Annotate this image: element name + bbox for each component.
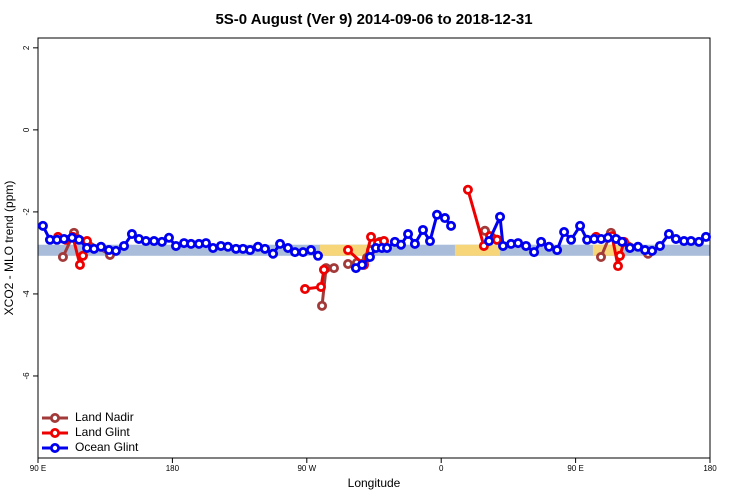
legend-marker [50,442,61,453]
data-point [140,236,151,247]
data-point [409,238,420,249]
chart-title: 5S-0 August (Ver 9) 2014-09-06 to 2018-1… [215,11,532,28]
data-point [259,243,270,254]
data-point [317,300,328,311]
data-point [37,220,48,231]
data-point [617,236,628,247]
legend-marker [50,427,61,438]
data-point [647,245,658,256]
data-point [544,241,555,252]
data-point [343,245,354,256]
data-point [58,233,69,244]
y-tick-label: -2 [22,208,31,216]
data-point [315,281,326,292]
legend-label: Land Glint [75,425,130,439]
data-point [74,259,85,270]
data-point [163,232,174,243]
data-point [559,227,570,238]
x-tick-label: 0 [439,464,444,473]
y-axis-label: XCO2 - MLO trend (ppm) [2,181,16,316]
data-point [403,229,414,240]
x-axis-label: Longitude [348,476,401,490]
y-tick-label: -4 [22,290,31,298]
data-point [536,236,547,247]
data-point [245,245,256,256]
data-point [552,245,563,256]
data-point [693,236,704,247]
data-point [200,238,211,249]
data-point [381,242,392,253]
data-point [156,236,167,247]
x-tick-label: 90 W [297,464,316,473]
data-point [77,250,88,261]
data-point [417,224,428,235]
data-point [186,238,197,249]
data-point [462,184,473,195]
data-point [603,232,614,243]
data-point [424,236,435,247]
x-tick-label: 180 [703,464,717,473]
data-point [513,238,524,249]
data-point [328,263,339,274]
band-highlight [454,244,501,256]
data-point [222,241,233,252]
data-point [498,240,509,251]
data-point [119,240,130,251]
y-tick-label: 0 [22,127,31,132]
data-point [663,229,674,240]
data-point [282,242,293,253]
data-point [305,245,316,256]
data-point [575,220,586,231]
data-point [364,252,375,263]
data-point [268,248,279,259]
y-tick-label: -6 [22,372,31,380]
data-point [614,250,625,261]
data-point [343,258,354,269]
data-point [446,220,457,231]
data-point [366,231,377,242]
data-point [700,231,711,242]
data-point [275,238,286,249]
x-tick-label: 90 E [30,464,46,473]
data-point [483,236,494,247]
data-point [74,234,85,245]
data-point [529,247,540,258]
data-point [670,233,681,244]
data-point [686,236,697,247]
data-point [492,234,503,245]
legend-label: Ocean Glint [75,440,139,454]
data-point [298,247,309,258]
data-point [170,240,181,251]
data-point [521,240,532,251]
data-point [312,250,323,261]
data-point [654,240,665,251]
x-tick-label: 90 E [567,464,583,473]
legend-marker [50,412,61,423]
data-point [318,264,329,275]
data-point [624,242,635,253]
data-point [300,284,311,295]
data-point [495,211,506,222]
data-point [57,252,68,263]
data-point [110,245,121,256]
data-point [290,247,301,258]
data-point [566,234,577,245]
band-highlight [592,244,623,256]
plot-frame [37,37,711,459]
data-point [432,209,443,220]
legend-label: Land Nadir [75,410,134,424]
data-point [208,242,219,253]
data-point [396,239,407,250]
data-point [96,241,107,252]
x-tick-label: 180 [166,464,180,473]
data-point [126,229,137,240]
y-tick-label: 2 [22,45,31,50]
data-point [613,261,624,272]
data-point [595,252,606,263]
data-point [357,259,368,270]
data-point [439,213,450,224]
data-point [149,236,160,247]
